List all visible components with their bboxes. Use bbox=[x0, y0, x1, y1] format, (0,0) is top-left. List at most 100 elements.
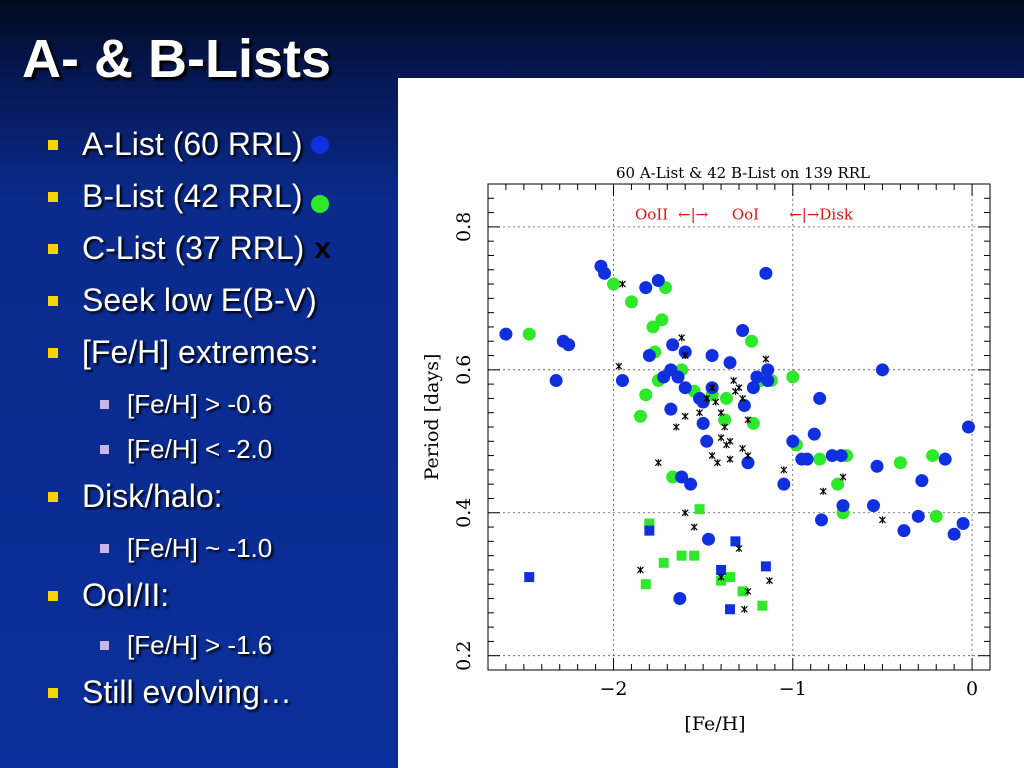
bullet-square-icon bbox=[48, 491, 58, 502]
data-point-b-list bbox=[893, 456, 907, 470]
points-layer bbox=[499, 259, 975, 615]
data-point-b-list-square bbox=[689, 550, 700, 561]
bullet-text: A-List (60 RRL) bbox=[82, 126, 303, 162]
y-tick-label: 0.8 bbox=[453, 212, 475, 242]
data-point-c-list bbox=[717, 573, 725, 581]
data-point-a-list bbox=[615, 374, 629, 388]
data-point-a-list bbox=[836, 499, 850, 513]
data-point-c-list bbox=[672, 423, 680, 431]
data-point-a-list bbox=[549, 374, 563, 388]
data-point-c-list bbox=[690, 523, 698, 531]
annotation-label: OoII bbox=[635, 206, 668, 224]
bullet-b-list: B-List (42 RRL) bbox=[48, 178, 329, 215]
data-point-c-list bbox=[739, 394, 747, 402]
data-point-a-list bbox=[786, 434, 800, 448]
data-point-a-list bbox=[702, 532, 716, 546]
data-point-b-list bbox=[786, 370, 800, 384]
bullet-still-evolving: Still evolving… bbox=[48, 674, 292, 711]
data-point-b-list bbox=[746, 416, 760, 430]
data-point-a-list bbox=[639, 281, 653, 295]
data-point-c-list bbox=[744, 587, 752, 595]
data-point-a-list bbox=[705, 349, 719, 363]
data-point-c-list bbox=[735, 384, 743, 392]
data-point-b-list-square bbox=[725, 572, 736, 583]
data-point-a-list bbox=[737, 399, 751, 413]
data-point-a-list bbox=[736, 324, 750, 338]
data-point-a-list bbox=[651, 273, 665, 287]
data-point-a-list bbox=[938, 452, 952, 466]
chart-title: 60 A-List & 42 B-List on 139 RRL bbox=[616, 164, 870, 182]
data-point-b-list bbox=[646, 320, 660, 334]
data-point-a-list bbox=[741, 456, 755, 470]
data-point-a-list bbox=[897, 524, 911, 538]
data-point-c-list bbox=[619, 280, 626, 288]
data-point-c-list bbox=[654, 459, 662, 467]
bullet-square-icon bbox=[48, 347, 58, 358]
data-point-c-list bbox=[714, 459, 721, 467]
data-point-b-list-square bbox=[676, 550, 687, 561]
data-point-a-list bbox=[759, 266, 773, 280]
data-point-a-list-square bbox=[725, 604, 736, 615]
data-point-b-list bbox=[831, 477, 845, 491]
x-tick-label: 0 bbox=[966, 678, 978, 700]
chart-panel: −2 −1 0 0.2 0.4 0.6 0.8 60 A-List & 42 B-List … bbox=[398, 78, 1024, 768]
data-point-a-list bbox=[777, 477, 791, 491]
data-point-a-list-square bbox=[716, 564, 727, 575]
data-point-b-list-square bbox=[658, 557, 669, 568]
data-point-c-list bbox=[730, 377, 738, 385]
data-point-c-list bbox=[696, 409, 703, 417]
bullet-text: OoI/II: bbox=[82, 577, 170, 613]
y-tick-label: 0.6 bbox=[453, 355, 475, 385]
data-point-b-list bbox=[624, 295, 638, 309]
bullet-text: [Fe/H] ~ -1.0 bbox=[127, 533, 273, 563]
bullet-text: C-List (37 RRL) bbox=[82, 230, 305, 266]
data-point-a-list bbox=[671, 370, 685, 384]
data-point-c-list bbox=[780, 466, 788, 474]
data-point-b-list-square bbox=[644, 518, 655, 529]
x-tick-label: −1 bbox=[779, 678, 807, 700]
bullet-a-list: A-List (60 RRL) bbox=[48, 126, 329, 163]
data-point-b-list bbox=[719, 391, 733, 405]
data-point-a-list bbox=[750, 370, 764, 384]
plot-frame bbox=[487, 183, 991, 671]
bullet-text: Disk/halo: bbox=[82, 478, 223, 514]
data-point-b-list-square bbox=[716, 575, 727, 586]
scatter-chart: −2 −1 0 0.2 0.4 0.6 0.8 60 A-List & 42 B-List … bbox=[421, 164, 991, 735]
data-point-c-list bbox=[744, 416, 752, 424]
data-point-a-list bbox=[834, 449, 848, 463]
data-point-c-list bbox=[712, 398, 720, 406]
data-point-c-list bbox=[766, 577, 773, 585]
data-point-a-list bbox=[499, 327, 513, 341]
data-point-a-list bbox=[761, 374, 775, 388]
data-point-c-list bbox=[740, 605, 748, 613]
data-point-c-list bbox=[739, 444, 747, 452]
bullet-text: [Fe/H] > -1.6 bbox=[127, 630, 273, 660]
data-point-a-list bbox=[956, 516, 970, 530]
data-point-c-list bbox=[681, 412, 689, 420]
sub-bullet-square-icon bbox=[100, 400, 109, 409]
y-axis-label: Period [days] bbox=[421, 354, 443, 481]
blue-dot-icon bbox=[310, 135, 329, 154]
x-marker-icon: x bbox=[314, 231, 331, 265]
bullet-seek-low: Seek low E(B-V) bbox=[48, 282, 317, 319]
data-point-a-list bbox=[696, 416, 710, 430]
bullet-text: Still evolving… bbox=[82, 674, 292, 710]
annotation-label: ←|→Disk bbox=[789, 206, 854, 224]
data-point-a-list bbox=[678, 381, 692, 395]
data-point-b-list-square bbox=[640, 579, 651, 590]
data-point-a-list bbox=[678, 345, 692, 359]
sub-bullet-square-icon bbox=[100, 445, 109, 454]
annotation-label: OoI bbox=[732, 206, 759, 224]
slide-title: A- & B-Lists bbox=[22, 29, 331, 89]
data-point-b-list bbox=[813, 452, 827, 466]
data-point-a-list bbox=[800, 452, 814, 466]
data-point-a-list bbox=[598, 266, 612, 280]
data-point-a-list bbox=[684, 477, 698, 491]
data-point-c-list bbox=[615, 362, 623, 370]
data-point-a-list bbox=[675, 470, 689, 484]
sub-bullet: [Fe/H] < -2.0 bbox=[100, 434, 272, 465]
data-point-a-list bbox=[807, 427, 821, 441]
bullet-text: Seek low E(B-V) bbox=[82, 282, 317, 318]
bullet-square-icon bbox=[48, 139, 58, 150]
data-point-c-list bbox=[717, 409, 725, 417]
